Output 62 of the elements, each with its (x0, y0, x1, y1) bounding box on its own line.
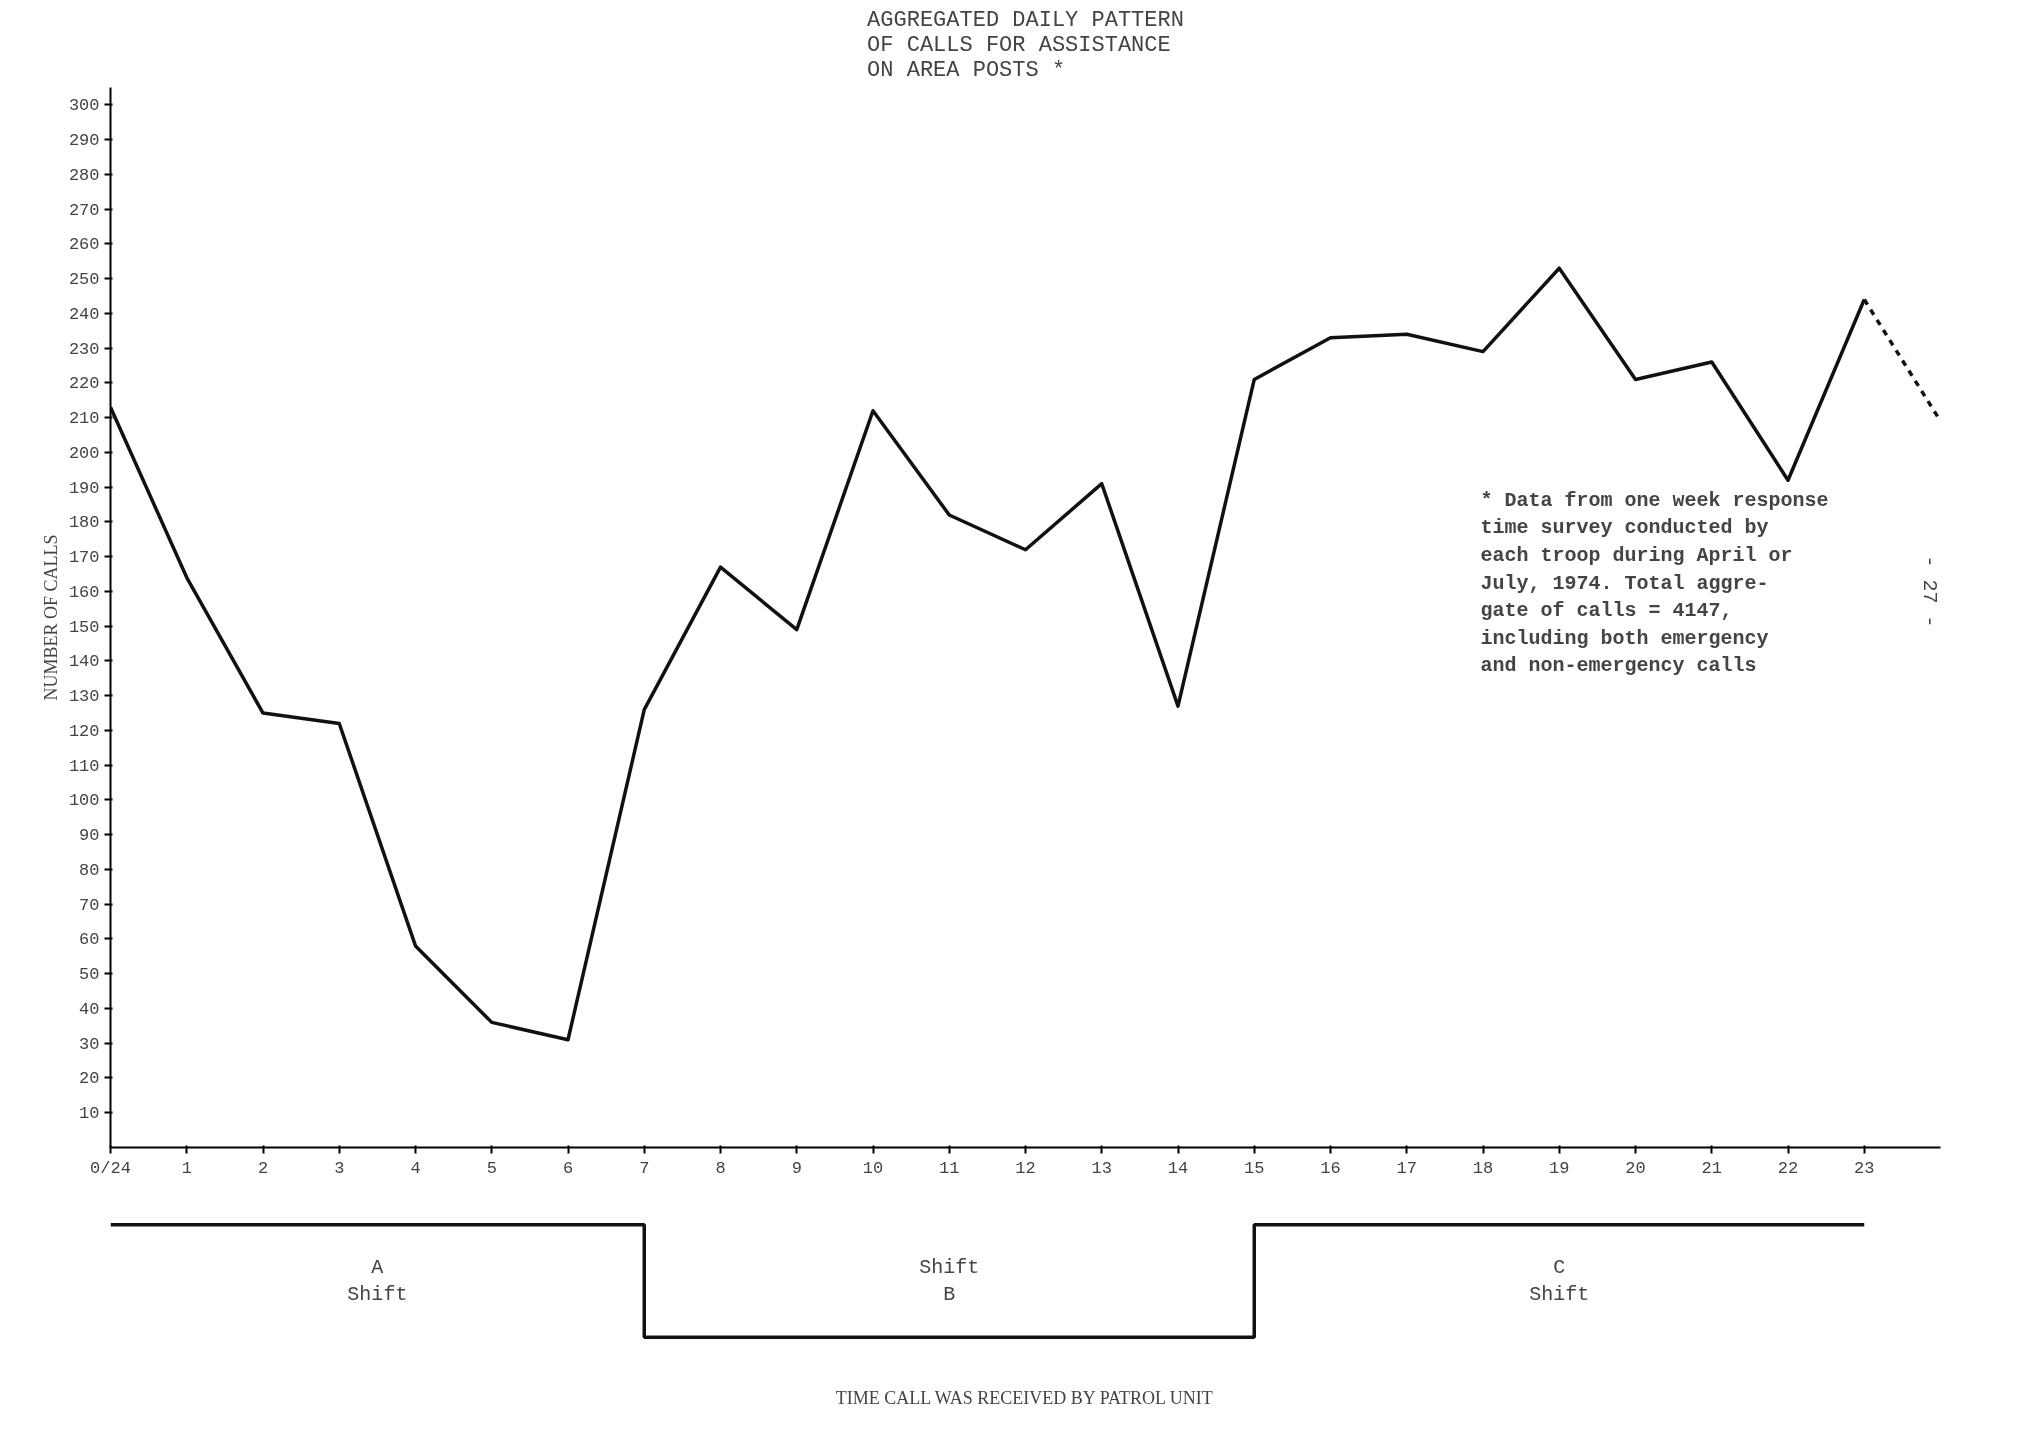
y-tick-label: 100 (68, 791, 100, 811)
x-tick-label: 12 (1015, 1158, 1036, 1178)
y-tick-label: 50 (79, 965, 100, 985)
y-tick-label: 70 (79, 895, 100, 915)
x-tick-label: 20 (1625, 1158, 1646, 1178)
y-tick-label: 240 (68, 304, 100, 324)
annotation: A Shift (347, 1255, 408, 1307)
y-tick-label: 200 (68, 443, 100, 463)
annotation: * Data from one week response time survey conducted by each troop during April or July, 1974. Total aggre- gate of calls = 4147, including both emergency and non-emergency calls (1480, 488, 1829, 678)
y-tick-label: 170 (68, 548, 100, 568)
x-tick-label: 7 (639, 1158, 650, 1178)
y-tick-label: 90 (79, 826, 100, 846)
y-tick-label: 290 (68, 131, 100, 151)
y-tick-label: 300 (68, 96, 100, 116)
y-tick-label: 130 (68, 687, 100, 707)
y-tick-label: 110 (68, 756, 100, 776)
x-tick-label: 19 (1549, 1158, 1570, 1178)
y-tick-label: 80 (79, 860, 100, 880)
x-tick-label: 22 (1777, 1158, 1799, 1178)
x-tick-label: 13 (1091, 1158, 1112, 1178)
y-tick-label: 250 (68, 270, 100, 290)
y-tick-label: 230 (68, 339, 100, 359)
y-tick-label: 40 (79, 999, 100, 1019)
y-tick-label: 140 (68, 652, 100, 672)
x-tick-label: 8 (715, 1158, 726, 1178)
x-tick-label: 21 (1701, 1158, 1722, 1178)
y-tick-label: 180 (68, 513, 100, 533)
y-tick-label: 30 (79, 1034, 100, 1054)
chart-title: AGGREGATED DAILY PATTERN OF CALLS FOR ASSISTANCE ON AREA POSTS * (867, 7, 1184, 83)
x-tick-label: 11 (939, 1158, 960, 1178)
annotation: Shift B (919, 1255, 980, 1307)
x-tick-label: 18 (1472, 1158, 1494, 1178)
x-tick-label: 9 (791, 1158, 802, 1178)
y-tick-label: 260 (68, 235, 100, 255)
x-tick-label: 3 (334, 1158, 345, 1178)
y-tick-label: 160 (68, 582, 100, 602)
x-tick-label: 4 (410, 1158, 421, 1178)
y-tick-label: 280 (68, 165, 100, 185)
x-tick-label: 16 (1320, 1158, 1341, 1178)
y-axis-title: NUMBER OF CALLS (40, 534, 61, 701)
x-tick-label: 15 (1244, 1158, 1265, 1178)
annotation: C Shift (1529, 1255, 1590, 1307)
x-tick-label: 14 (1167, 1158, 1189, 1178)
x-tick-label: 5 (486, 1158, 497, 1178)
annotation: - 27 - (1917, 555, 1941, 628)
y-tick-label: 270 (68, 200, 100, 220)
x-tick-label: 6 (562, 1158, 574, 1178)
y-tick-label: 120 (68, 721, 100, 741)
y-tick-label: 60 (79, 930, 100, 950)
y-tick-label: 10 (79, 1104, 100, 1124)
x-tick-label: 1 (181, 1158, 192, 1178)
y-tick-label: 150 (68, 617, 100, 637)
x-tick-label: 10 (862, 1158, 884, 1178)
y-tick-label: 190 (68, 478, 100, 498)
x-tick-label: 2 (257, 1158, 269, 1178)
x-tick-label: 0/24 (90, 1158, 131, 1178)
x-tick-label: 23 (1854, 1158, 1875, 1178)
x-axis-title: TIME CALL WAS RECEIVED BY PATROL UNIT (835, 1387, 1213, 1408)
y-tick-label: 20 (79, 1069, 100, 1089)
y-tick-label: 220 (68, 374, 100, 394)
y-tick-label: 210 (68, 409, 100, 429)
x-tick-label: 17 (1396, 1158, 1417, 1178)
